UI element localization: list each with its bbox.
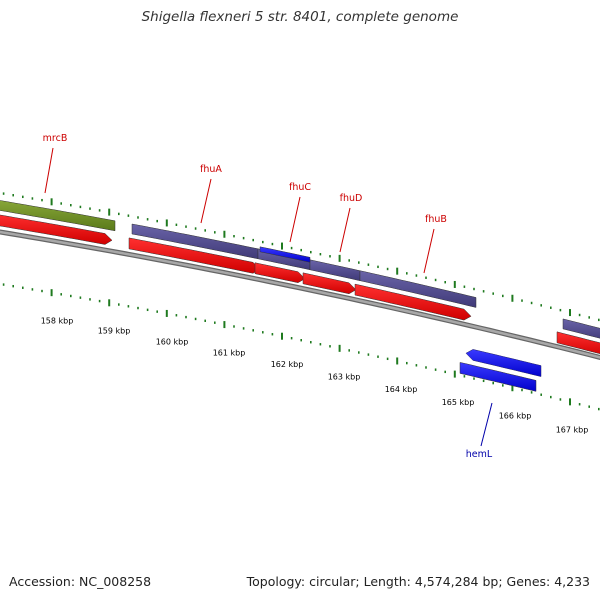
gene-label-fhuB[interactable]: fhuB: [425, 214, 447, 225]
gene-leader-line: [423, 228, 435, 274]
gene-bar-next: [562, 318, 600, 339]
gene-leader-line: [480, 402, 493, 447]
tick-label: 158 kbp: [41, 317, 74, 326]
tick-label: 163 kbp: [328, 372, 361, 381]
gene-leader-line: [200, 178, 212, 224]
tick-label: 161 kbp: [213, 348, 246, 357]
feature-layer: [0, 200, 600, 392]
gene-bar-fhuB: [359, 270, 477, 308]
tick-label: 159 kbp: [98, 327, 131, 336]
gene-bar-mrcB: [0, 200, 116, 232]
gene-bar-fhuC-highlight: [259, 246, 311, 263]
gene-leader-line: [339, 207, 351, 253]
cds-arrow-mrcB: [0, 214, 113, 245]
tick-label: 166 kbp: [499, 411, 532, 420]
gene-leader-line: [44, 147, 54, 194]
gene-arrow-hemL: [465, 349, 542, 377]
gene-label-fhuA[interactable]: fhuA: [200, 164, 222, 175]
cds-arrow-fhuB: [354, 283, 472, 321]
label-layer: 158 kbp 159 kbp 160 kbp 161 kbp 162 kbp 163 k…: [41, 133, 589, 460]
tick-label: 162 kbp: [271, 360, 304, 369]
tick-layer: [2, 192, 600, 411]
tick-label: 164 kbp: [385, 385, 418, 394]
cds-bar-hemL: [459, 362, 537, 392]
accession-text: Accession: NC_008258: [9, 574, 152, 589]
gene-label-fhuC[interactable]: fhuC: [289, 182, 311, 193]
cds-arrow-next: [556, 331, 600, 355]
genome-backbone-highlight: [0, 230, 600, 359]
map-title: Shigella flexneri 5 str. 8401, complete …: [141, 9, 459, 25]
tick-label: 167 kbp: [556, 425, 589, 434]
backbone-layer: [0, 229, 600, 360]
tick-label: 165 kbp: [442, 398, 475, 407]
gene-label-fhuD[interactable]: fhuD: [340, 193, 363, 204]
tick-label: 160 kbp: [156, 337, 189, 346]
genome-summary-text: Topology: circular; Length: 4,574,284 bp…: [246, 574, 590, 589]
gene-label-hemL[interactable]: hemL: [466, 449, 493, 460]
gene-label-mrcB[interactable]: mrcB: [43, 133, 68, 144]
cds-arrow-fhuD: [302, 272, 357, 295]
genome-backbone: [0, 229, 600, 360]
cds-arrow-fhuC: [254, 262, 306, 283]
gene-leader-line: [289, 196, 301, 243]
